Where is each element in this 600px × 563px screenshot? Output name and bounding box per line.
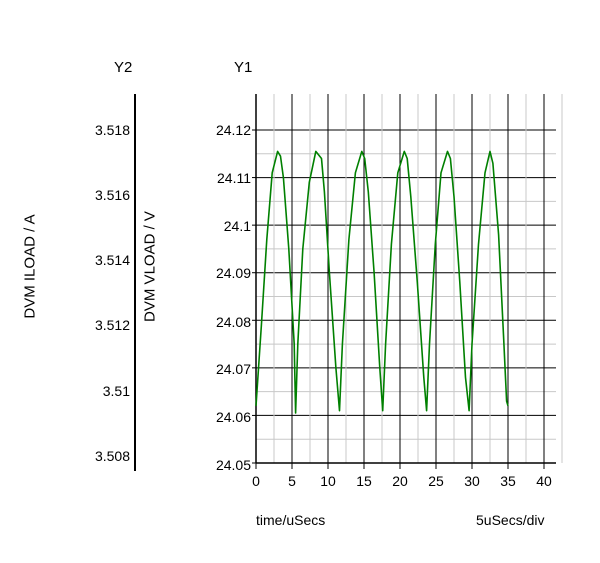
x-tick-label: 35 <box>500 473 516 489</box>
x-tick-label: 10 <box>320 473 336 489</box>
y2-tick-label: 3.512 <box>94 317 130 333</box>
y2-tick-label: 3.514 <box>94 252 130 268</box>
y1-tick-label: 24.08 <box>215 314 251 330</box>
y1-tick-label: 24.05 <box>215 457 251 473</box>
x-tick-label: 40 <box>536 473 552 489</box>
x-tick-label: 20 <box>392 473 408 489</box>
x-tick-label: 0 <box>252 473 260 489</box>
x-axis-scale-label: 5uSecs/div <box>476 512 545 528</box>
y1-tick-label: 24.09 <box>215 265 251 281</box>
y1-tick-label: 24.1 <box>223 218 251 234</box>
y2-tick-label: 3.516 <box>94 187 130 203</box>
y1-tick-label: 24.11 <box>217 170 251 186</box>
x-tick-label: 15 <box>356 473 372 489</box>
series-line-dvm-vload <box>255 150 509 414</box>
y1-tick-label: 24.06 <box>215 409 251 425</box>
x-tick-labels: 0 5 10 15 20 25 30 35 40 <box>252 473 552 489</box>
y2-axis-name: Y2 <box>114 59 133 76</box>
y2-tick-label: 3.518 <box>94 122 130 138</box>
y1-tick-label: 24.07 <box>215 361 251 377</box>
y2-tick-label: 3.508 <box>94 448 130 464</box>
x-axis-label: time/uSecs <box>256 512 326 528</box>
series-layer <box>255 150 509 414</box>
x-tick-label: 5 <box>288 473 296 489</box>
x-tick-label: 25 <box>428 473 444 489</box>
y1-axis-name: Y1 <box>234 59 253 76</box>
x-tick-label: 30 <box>464 473 480 489</box>
plot-grid <box>252 94 563 469</box>
y1-tick-label: 24.12 <box>215 122 251 138</box>
y2-tick-label: 3.51 <box>102 383 130 399</box>
